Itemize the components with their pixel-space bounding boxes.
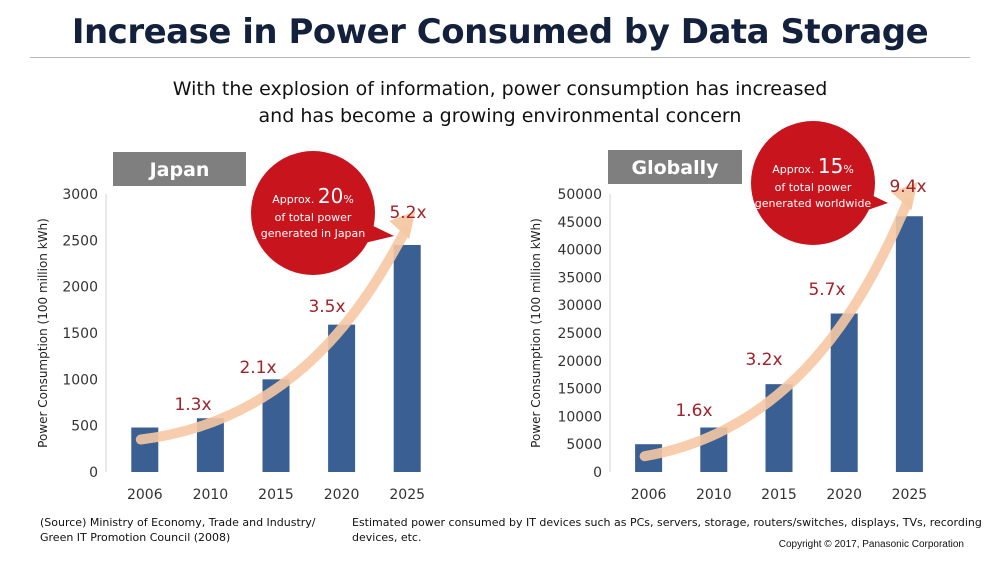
chart-globally: Globally Power Consumption (100 million k… xyxy=(529,121,927,503)
y-tick-label: 30000 xyxy=(557,298,602,314)
x-tick-label: 2010 xyxy=(696,487,732,503)
growth-arrow-head xyxy=(891,182,918,211)
x-tick-label: 2020 xyxy=(826,487,862,503)
callout-bubble xyxy=(251,151,375,275)
growth-multiplier: 3.5x xyxy=(308,297,345,317)
growth-multiplier: 3.2x xyxy=(745,350,782,370)
callout-percent: 20 xyxy=(318,184,343,208)
y-tick-label: 35000 xyxy=(557,270,602,286)
y-tick-label: 20000 xyxy=(557,354,602,370)
x-tick-label: 2025 xyxy=(892,487,928,503)
y-tick-label: 10000 xyxy=(557,409,602,425)
y-axis-label: Power Consumption (100 million kWh) xyxy=(529,218,543,448)
y-tick-label: 5000 xyxy=(566,437,602,453)
y-axis-label: Power Consumption (100 million kWh) xyxy=(36,218,50,448)
callout-line-2: of total power xyxy=(775,181,852,194)
y-tick-label: 0 xyxy=(593,465,602,481)
growth-multiplier: 5.7x xyxy=(808,280,845,300)
growth-arrow xyxy=(135,225,411,445)
subtitle-line-2: and has become a growing environmental c… xyxy=(258,105,742,127)
y-tick-label: 40000 xyxy=(557,243,602,259)
source-line-1: (Source) Ministry of Economy, Trade and … xyxy=(40,516,316,529)
y-tick-label: 1000 xyxy=(62,372,98,388)
callout-approx: Approx. xyxy=(772,163,818,176)
estimation-note: Estimated power consumed by IT devices s… xyxy=(352,516,982,544)
growth-multiplier: 1.6x xyxy=(675,401,712,421)
growth-arrow-head xyxy=(389,210,416,239)
bar-2025 xyxy=(895,216,923,472)
y-tick-label: 1500 xyxy=(62,326,98,342)
y-tick-label: 0 xyxy=(89,465,98,481)
y-tick-label: 50000 xyxy=(557,187,602,203)
region-badge xyxy=(113,152,246,186)
bar-2025 xyxy=(393,244,421,472)
callout-headline: Approx. 15% xyxy=(772,154,854,178)
callout-headline: Approx. 20% xyxy=(272,184,354,208)
growth-multiplier: 2.1x xyxy=(239,358,276,378)
title-divider xyxy=(30,57,970,58)
x-tick-label: 2015 xyxy=(761,487,797,503)
y-tick-label: 25000 xyxy=(557,326,602,342)
chart-title: Globally xyxy=(632,157,720,179)
x-tick-label: 2006 xyxy=(127,487,163,503)
x-tick-label: 2010 xyxy=(193,487,229,503)
growth-multiplier: 9.4x xyxy=(889,177,926,197)
x-tick-label: 2020 xyxy=(324,487,360,503)
y-tick-label: 45000 xyxy=(557,215,602,231)
callout-line-3: generated worldwide xyxy=(755,197,872,210)
callout-line-3: generated in Japan xyxy=(261,227,366,240)
x-tick-label: 2025 xyxy=(389,487,425,503)
growth-arrow xyxy=(639,197,913,462)
callout-percent-sign: % xyxy=(343,193,353,206)
source-footnote: (Source) Ministry of Economy, Trade and … xyxy=(40,515,340,545)
y-tick-label: 3000 xyxy=(62,187,98,203)
y-tick-label: 15000 xyxy=(557,382,602,398)
callout-line-2: of total power xyxy=(275,211,352,224)
copyright: Copyright © 2017, Panasonic Corporation xyxy=(778,539,964,550)
chart-japan: Japan Power Consumption (100 million kWh)… xyxy=(36,151,427,503)
page-title: Increase in Power Consumed by Data Stora… xyxy=(71,12,929,52)
callout-percent-sign: % xyxy=(843,163,853,176)
y-tick-label: 2000 xyxy=(62,280,98,296)
x-tick-label: 2015 xyxy=(258,487,294,503)
callout-approx: Approx. xyxy=(272,193,318,206)
growth-multiplier: 5.2x xyxy=(389,203,426,223)
subtitle-line-1: With the explosion of information, power… xyxy=(172,78,828,100)
chart-title: Japan xyxy=(148,159,210,181)
region-badge xyxy=(608,150,742,184)
subtitle: With the explosion of information, power… xyxy=(0,76,1000,130)
callout-percent: 15 xyxy=(818,154,843,178)
y-tick-label: 500 xyxy=(71,419,98,435)
callout-bubble xyxy=(751,121,875,245)
growth-multiplier: 1.3x xyxy=(174,395,211,415)
y-tick-label: 2500 xyxy=(62,233,98,249)
source-line-2: Green IT Promotion Council (2008) xyxy=(40,531,231,544)
bar-2020 xyxy=(328,324,356,472)
x-tick-label: 2006 xyxy=(631,487,667,503)
